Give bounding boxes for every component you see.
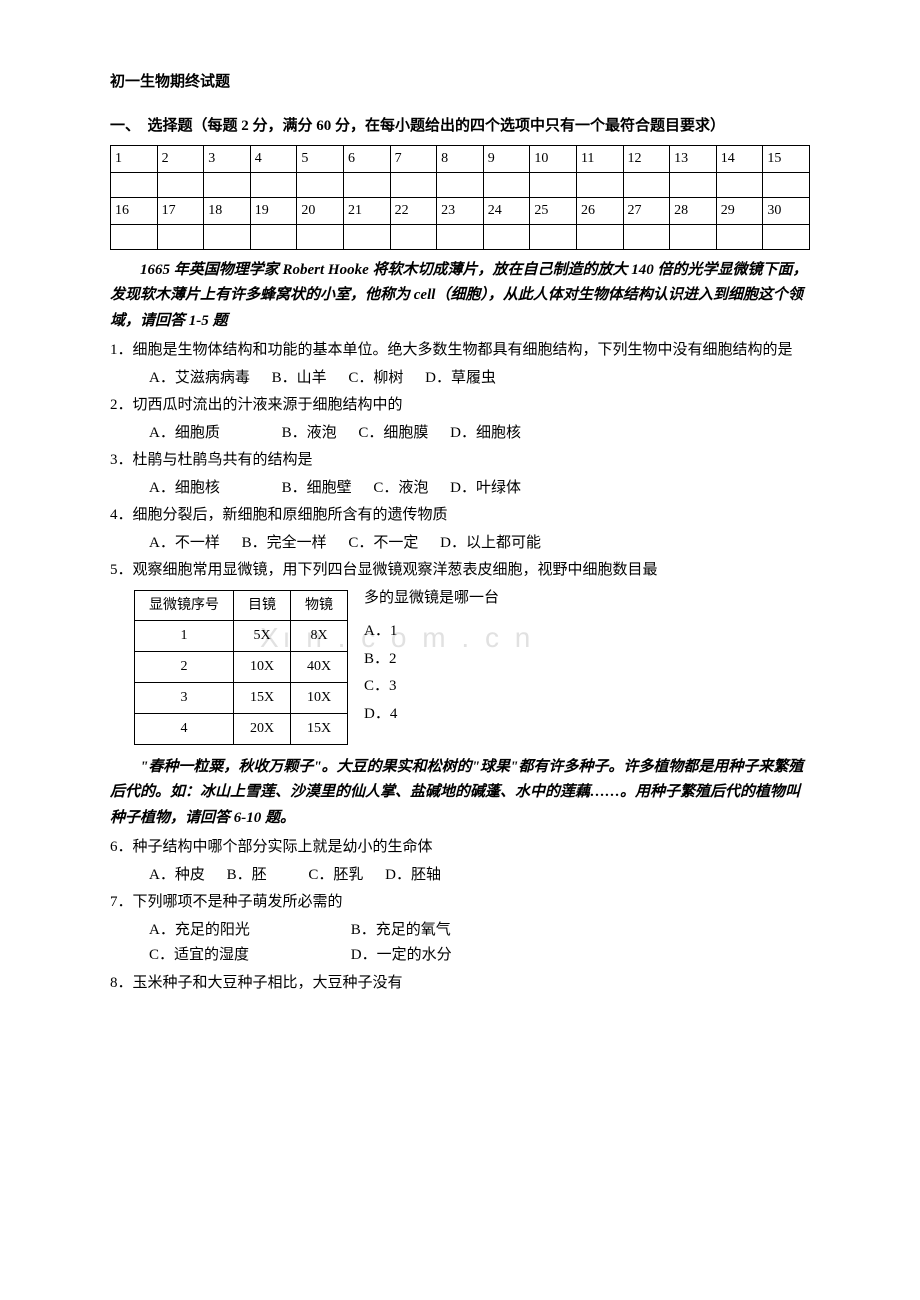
option: B．胚 [227, 863, 267, 889]
option: A．充足的阳光 [149, 918, 329, 944]
option: D．草履虫 [425, 366, 496, 392]
passage-2: "春种一粒粟，秋收万颗子"。大豆的果实和松树的"球果"都有许多种子。许多植物都是… [110, 755, 810, 832]
grid-cell: 26 [576, 197, 623, 224]
option: D．叶绿体 [450, 476, 521, 502]
option: A．细胞核 [149, 476, 220, 502]
grid-cell: 28 [670, 197, 717, 224]
grid-cell: 6 [343, 146, 390, 173]
option: A．细胞质 [149, 421, 220, 447]
table-cell: 10X [234, 652, 291, 683]
table-cell: 5X [234, 621, 291, 652]
table-cell: 1 [135, 621, 234, 652]
grid-cell: 8 [437, 146, 484, 173]
table-cell: 8X [291, 621, 348, 652]
grid-cell: 1 [111, 146, 158, 173]
grid-cell: 4 [250, 146, 297, 173]
question-7: 7．下列哪项不是种子萌发所必需的 [110, 890, 810, 916]
option: A．艾滋病病毒 [149, 366, 250, 392]
table-cell: 4 [135, 713, 234, 744]
option: C．不一定 [348, 531, 418, 557]
question-5: 5．观察细胞常用显微镜，用下列四台显微镜观察洋葱表皮细胞，视野中细胞数目最 [110, 558, 810, 584]
question-4-options: A．不一样 B．完全一样 C．不一定 D．以上都可能 [110, 531, 810, 557]
question-1: 1．细胞是生物体结构和功能的基本单位。绝大多数生物都具有细胞结构，下列生物中没有… [110, 338, 810, 364]
grid-cell: 29 [716, 197, 763, 224]
option: B．液泡 [282, 421, 337, 447]
grid-cell: 14 [716, 146, 763, 173]
grid-cell: 25 [530, 197, 577, 224]
option: C．液泡 [373, 476, 428, 502]
question-2: 2．切西瓜时流出的汁液来源于细胞结构中的 [110, 393, 810, 419]
grid-cell: 7 [390, 146, 437, 173]
microscope-table: 显微镜序号 目镜 物镜 15X8X 210X40X 315X10X 420X15… [134, 590, 348, 745]
option: C．胚乳 [308, 863, 363, 889]
grid-cell: 13 [670, 146, 717, 173]
grid-cell: 9 [483, 146, 530, 173]
answer-grid: 123456789101112131415 161718192021222324… [110, 145, 810, 250]
grid-cell: 27 [623, 197, 670, 224]
question-3-options: A．细胞核 B．细胞壁 C．液泡 D．叶绿体 [110, 476, 810, 502]
table-cell: 10X [291, 682, 348, 713]
option: A．不一样 [149, 531, 220, 557]
passage-1: 1665 年英国物理学家 Robert Hooke 将软木切成薄片，放在自己制造… [110, 258, 810, 335]
option: B．充足的氧气 [351, 918, 451, 944]
section-heading: 一、 选择题（每题 2 分，满分 60 分，在每小题给出的四个选项中只有一个最符… [110, 114, 810, 140]
option: C．细胞膜 [358, 421, 428, 447]
option: A．种皮 [149, 863, 205, 889]
table-header: 物镜 [291, 590, 348, 621]
grid-cell: 20 [297, 197, 344, 224]
grid-cell: 10 [530, 146, 577, 173]
option: D．以上都可能 [440, 531, 541, 557]
grid-cell: 24 [483, 197, 530, 224]
table-header: 目镜 [234, 590, 291, 621]
question-8: 8．玉米种子和大豆种子相比，大豆种子没有 [110, 971, 810, 997]
question-4: 4．细胞分裂后，新细胞和原细胞所含有的遗传物质 [110, 503, 810, 529]
option: D．一定的水分 [351, 943, 452, 969]
table-cell: 2 [135, 652, 234, 683]
grid-cell: 15 [763, 146, 810, 173]
grid-cell: 30 [763, 197, 810, 224]
grid-cell: 3 [204, 146, 251, 173]
grid-cell: 2 [157, 146, 204, 173]
option: D．胚轴 [385, 863, 441, 889]
grid-cell: 16 [111, 197, 158, 224]
question-3: 3．杜鹃与杜鹃鸟共有的结构是 [110, 448, 810, 474]
grid-cell: 22 [390, 197, 437, 224]
grid-cell: 11 [576, 146, 623, 173]
question-6: 6．种子结构中哪个部分实际上就是幼小的生命体 [110, 835, 810, 861]
grid-cell: 19 [250, 197, 297, 224]
question-2-options: A．细胞质 B．液泡 C．细胞膜 D．细胞核 [110, 421, 810, 447]
question-1-options: A．艾滋病病毒 B．山羊 C．柳树 D．草履虫 [110, 366, 810, 392]
table-cell: 15X [234, 682, 291, 713]
option: B．细胞壁 [282, 476, 352, 502]
grid-cell: 17 [157, 197, 204, 224]
page-title: 初一生物期终试题 [110, 70, 810, 96]
grid-cell: 23 [437, 197, 484, 224]
question-7-options: A．充足的阳光 B．充足的氧气 C．适宜的湿度 D．一定的水分 [110, 918, 810, 969]
table-cell: 20X [234, 713, 291, 744]
option: B．完全一样 [242, 531, 327, 557]
option: C．适宜的湿度 [149, 943, 329, 969]
grid-cell: 12 [623, 146, 670, 173]
table-cell: 40X [291, 652, 348, 683]
question-6-options: A．种皮 B．胚 C．胚乳 D．胚轴 [110, 863, 810, 889]
table-cell: 3 [135, 682, 234, 713]
grid-cell: 5 [297, 146, 344, 173]
grid-cell: 18 [204, 197, 251, 224]
table-header: 显微镜序号 [135, 590, 234, 621]
grid-cell: 21 [343, 197, 390, 224]
option: B．山羊 [272, 366, 327, 392]
option: D．细胞核 [450, 421, 521, 447]
option: C．柳树 [348, 366, 403, 392]
table-cell: 15X [291, 713, 348, 744]
